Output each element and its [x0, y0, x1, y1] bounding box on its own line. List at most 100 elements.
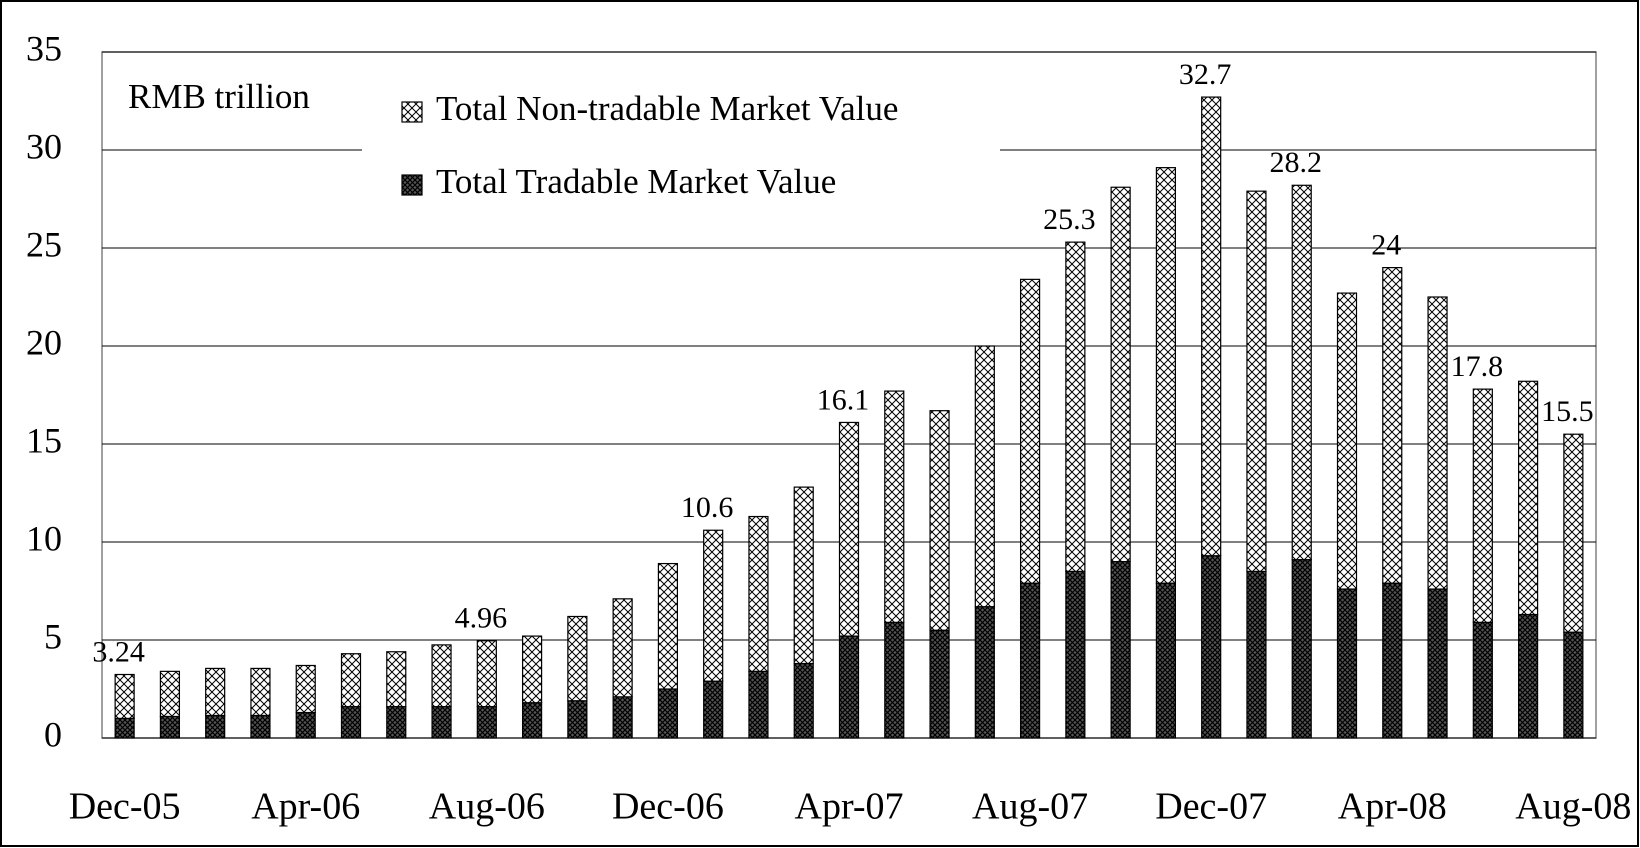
bar-segment: [567, 700, 588, 739]
y-tick-label: 20: [26, 322, 62, 362]
x-tick-label: Dec-06: [612, 786, 724, 828]
bar-segment: [657, 688, 679, 739]
bar-segment: [838, 421, 860, 637]
bar-segment: [929, 410, 950, 631]
bar-segment: [1019, 582, 1041, 739]
x-tick-label: Aug-08: [1515, 786, 1631, 828]
bar-segment: [521, 702, 543, 739]
x-tick-label: Dec-05: [69, 786, 181, 828]
total-label: 32.7: [1179, 58, 1232, 91]
total-label: 3.24: [92, 635, 145, 668]
y-tick-label: 0: [44, 714, 62, 754]
bar-segment: [1472, 388, 1493, 623]
bar-segment: [1336, 292, 1358, 590]
bar-segment: [1382, 582, 1403, 739]
bar-segment: [1517, 613, 1539, 739]
legend-swatch: [401, 174, 423, 196]
bar-segment: [974, 345, 995, 608]
bar-segment: [1427, 296, 1448, 590]
x-tick-label: Aug-07: [972, 786, 1088, 828]
legend-swatch: [401, 101, 423, 123]
total-label: 17.8: [1451, 350, 1504, 383]
bar-segment: [1291, 184, 1312, 561]
legend-label: Total Non-tradable Market Value: [436, 89, 898, 128]
y-tick-label: 15: [26, 420, 62, 460]
bar-segment: [386, 651, 407, 708]
bar-segment: [295, 711, 316, 739]
bar-segment: [1246, 190, 1267, 572]
bar-segment: [1155, 167, 1177, 584]
bar-segment: [340, 653, 362, 708]
x-tick-label: Apr-06: [251, 786, 360, 828]
bar-segment: [929, 629, 950, 739]
bar-segment: [340, 706, 362, 739]
bar-segment: [250, 667, 271, 717]
bar-segment: [1427, 588, 1448, 739]
total-label: 16.1: [817, 383, 870, 416]
bar-segment: [250, 714, 271, 739]
bar-segment: [703, 529, 724, 682]
total-label: 24: [1371, 228, 1401, 261]
bar-segment: [748, 670, 769, 739]
bar-segment: [476, 706, 497, 739]
bar-segment: [205, 667, 226, 717]
total-label: 15.5: [1541, 395, 1594, 428]
y-tick-label: 10: [26, 518, 62, 558]
bar-segment: [114, 673, 135, 719]
bar-segment: [884, 390, 905, 623]
bar-segment: [114, 717, 135, 739]
bar-segment: [1382, 267, 1403, 584]
bar-segment: [1246, 570, 1267, 739]
bar-segment: [431, 644, 452, 708]
bar-segment: [1201, 555, 1222, 739]
bar-segment: [567, 615, 588, 702]
x-tick-label: Apr-08: [1338, 786, 1447, 828]
bar-segment: [521, 635, 543, 704]
bar-segment: [1110, 186, 1131, 563]
x-tick-label: Apr-07: [795, 786, 904, 828]
total-label: 10.6: [681, 491, 734, 524]
bar-segment: [1563, 631, 1584, 739]
bar-segment: [1563, 433, 1584, 633]
x-tick-label: Aug-06: [429, 786, 545, 828]
bar-segment: [386, 706, 407, 739]
legend-label: Total Tradable Market Value: [436, 162, 836, 201]
bar-segment: [612, 696, 633, 739]
annotation: RMB trillion: [128, 77, 310, 116]
y-tick-label: 30: [26, 126, 62, 166]
legend-box: [362, 80, 1000, 226]
total-label: 4.96: [455, 602, 508, 635]
bar-segment: [838, 635, 860, 739]
bar-segment: [159, 715, 181, 739]
bar-segment: [1336, 588, 1358, 739]
bar-segment: [1155, 582, 1177, 739]
bar-segment: [431, 706, 452, 739]
bar-segment: [974, 606, 995, 739]
y-tick-label: 35: [26, 28, 62, 68]
bar-segment: [205, 714, 226, 739]
x-tick-label: Dec-07: [1155, 786, 1267, 828]
bar-segment: [884, 621, 905, 739]
total-label: 28.2: [1269, 146, 1322, 179]
bar-segment: [793, 662, 814, 739]
bar-segment: [1201, 96, 1222, 557]
bar-segment: [1110, 560, 1131, 739]
bar-segment: [1019, 278, 1041, 584]
bar-segment: [657, 562, 679, 690]
bar-segment: [1065, 241, 1086, 572]
bar-segment: [1291, 559, 1312, 739]
bar-segment: [748, 515, 769, 672]
y-tick-label: 5: [44, 616, 62, 656]
bar-segment: [1065, 570, 1086, 739]
bar-segment: [476, 640, 497, 708]
bar-segment: [793, 486, 814, 665]
bar-segment: [703, 680, 724, 739]
total-label: 25.3: [1043, 203, 1096, 236]
bar-segment: [612, 598, 633, 698]
bar-segment: [1517, 380, 1539, 616]
bar-segment: [295, 664, 316, 714]
y-tick-label: 25: [26, 224, 62, 264]
bar-segment: [1472, 621, 1493, 739]
